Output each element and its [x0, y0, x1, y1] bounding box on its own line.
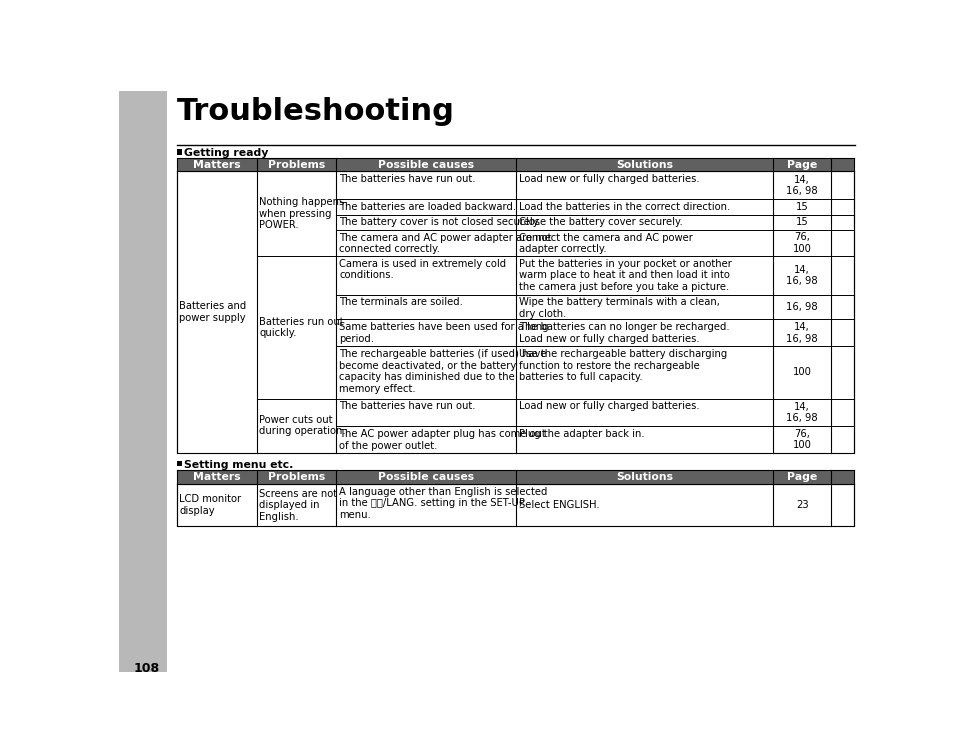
Text: Wipe the battery terminals with a clean,
dry cloth.: Wipe the battery terminals with a clean,… — [518, 297, 719, 319]
Text: 15: 15 — [795, 202, 807, 212]
Text: The rechargeable batteries (if used) have
become deactivated, or the battery
cap: The rechargeable batteries (if used) hav… — [339, 349, 546, 394]
Text: The battery cover is not closed securely.: The battery cover is not closed securely… — [339, 217, 540, 227]
Text: A language other than English is selected
in the 言語/LANG. setting in the SET-UP
: A language other than English is selecte… — [339, 487, 547, 520]
Text: The camera and AC power adapter are not
connected correctly.: The camera and AC power adapter are not … — [339, 233, 551, 254]
Text: Setting menu etc.: Setting menu etc. — [184, 461, 294, 470]
Text: 14,
16, 98: 14, 16, 98 — [785, 402, 817, 424]
Text: 23: 23 — [795, 501, 807, 510]
Bar — [176, 158, 853, 171]
Text: Screens are not
displayed in
English.: Screens are not displayed in English. — [259, 488, 337, 522]
Text: Connect the camera and AC power
adapter correctly.: Connect the camera and AC power adapter … — [518, 233, 692, 254]
Text: The batteries can no longer be recharged.
Load new or fully charged batteries.: The batteries can no longer be recharged… — [518, 322, 728, 344]
Text: 15: 15 — [795, 217, 807, 227]
Bar — [176, 484, 853, 526]
Text: Load the batteries in the correct direction.: Load the batteries in the correct direct… — [518, 202, 729, 212]
Text: The terminals are soiled.: The terminals are soiled. — [339, 297, 462, 307]
Bar — [167, 91, 858, 146]
Text: Use the rechargeable battery discharging
function to restore the rechargeable
ba: Use the rechargeable battery discharging… — [518, 349, 726, 382]
Text: Matters: Matters — [193, 159, 240, 170]
Text: The batteries have run out.: The batteries have run out. — [339, 402, 476, 411]
Bar — [176, 461, 182, 467]
Text: 14,
16, 98: 14, 16, 98 — [785, 322, 817, 344]
Text: Power cuts out
during operation.: Power cuts out during operation. — [259, 414, 346, 436]
Text: Problems: Problems — [268, 159, 325, 170]
Text: Solutions: Solutions — [616, 159, 673, 170]
Text: 14,
16, 98: 14, 16, 98 — [785, 264, 817, 286]
Text: Problems: Problems — [268, 472, 325, 482]
Text: Troubleshooting: Troubleshooting — [176, 97, 454, 126]
Text: The batteries have run out.: The batteries have run out. — [339, 174, 476, 184]
Text: Page: Page — [786, 159, 817, 170]
Text: Put the batteries in your pocket or another
warm place to heat it and then load : Put the batteries in your pocket or anot… — [518, 259, 731, 292]
Bar — [176, 171, 853, 452]
Text: Select ENGLISH.: Select ENGLISH. — [518, 501, 598, 510]
Text: 14,
16, 98: 14, 16, 98 — [785, 174, 817, 196]
Bar — [176, 149, 182, 155]
Text: Camera is used in extremely cold
conditions.: Camera is used in extremely cold conditi… — [339, 259, 506, 280]
Text: 16, 98: 16, 98 — [785, 302, 817, 312]
Text: Nothing happens
when pressing
POWER.: Nothing happens when pressing POWER. — [259, 197, 344, 230]
Text: 76,
100: 76, 100 — [792, 429, 811, 450]
Text: Load new or fully charged batteries.: Load new or fully charged batteries. — [518, 174, 699, 184]
Text: LCD monitor
display: LCD monitor display — [179, 495, 241, 516]
Text: 108: 108 — [133, 662, 159, 675]
Text: Getting ready: Getting ready — [184, 148, 269, 159]
Text: Matters: Matters — [193, 472, 240, 482]
Bar — [176, 470, 853, 484]
Text: Batteries run out
quickly.: Batteries run out quickly. — [259, 316, 343, 338]
Text: Possible causes: Possible causes — [377, 159, 474, 170]
Text: Batteries and
power supply: Batteries and power supply — [179, 301, 246, 323]
Text: The batteries are loaded backward.: The batteries are loaded backward. — [339, 202, 516, 212]
Text: Same batteries have been used for a long
period.: Same batteries have been used for a long… — [339, 322, 548, 344]
Bar — [119, 91, 167, 672]
Text: Solutions: Solutions — [616, 472, 673, 482]
Text: Possible causes: Possible causes — [377, 472, 474, 482]
Text: Close the battery cover securely.: Close the battery cover securely. — [518, 217, 681, 227]
Text: Load new or fully charged batteries.: Load new or fully charged batteries. — [518, 402, 699, 411]
Text: 100: 100 — [792, 368, 811, 378]
Text: Page: Page — [786, 472, 817, 482]
Text: 76,
100: 76, 100 — [792, 233, 811, 254]
Text: Plug the adapter back in.: Plug the adapter back in. — [518, 429, 643, 439]
Text: The AC power adapter plug has come out
of the power outlet.: The AC power adapter plug has come out o… — [339, 429, 545, 451]
